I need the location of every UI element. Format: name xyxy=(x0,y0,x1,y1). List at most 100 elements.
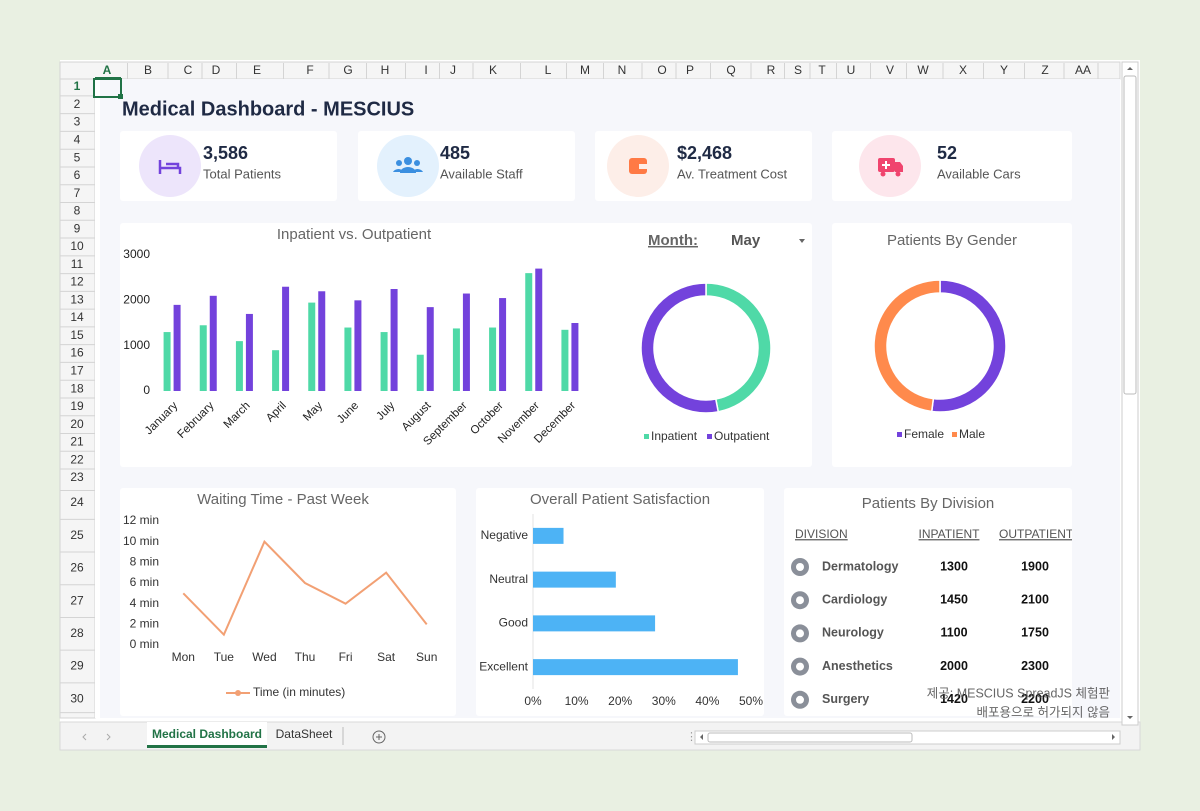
column-header: Q xyxy=(726,63,735,77)
x-tick-label: Mon xyxy=(172,650,195,664)
kpi-icon xyxy=(139,135,201,197)
legend-swatch xyxy=(707,434,712,439)
bar xyxy=(390,289,398,391)
row-header: 13 xyxy=(70,292,84,306)
column-header: T xyxy=(818,63,826,77)
chart-title: Waiting Time - Past Week xyxy=(197,491,369,508)
x-tick-label: Thu xyxy=(295,650,316,664)
kpi-value: 485 xyxy=(440,143,470,163)
bar xyxy=(499,298,507,391)
selected-cell[interactable] xyxy=(93,78,122,98)
column-header: A xyxy=(103,63,112,77)
column-header: V xyxy=(886,63,894,77)
table-cell: 1420 xyxy=(940,692,968,706)
x-tick-label: Fri xyxy=(339,650,353,664)
column-headers: A B C D E F G H I J K L M N O P Q R S T U V W X Y Z AA xyxy=(95,63,1099,79)
watermark: 배포용으로 허가되지 않음 xyxy=(977,705,1110,719)
column-header: H xyxy=(381,63,390,77)
bar xyxy=(416,354,424,391)
table-cell: 1300 xyxy=(940,559,968,573)
legend-label: Inpatient xyxy=(651,429,698,443)
y-tick-label: 10 min xyxy=(123,534,159,548)
bar xyxy=(318,291,326,391)
column-header: F xyxy=(306,63,313,77)
row-header: 26 xyxy=(70,561,84,575)
column-header: L xyxy=(545,63,552,77)
row-header: 24 xyxy=(70,495,84,509)
division-name: Anesthetics xyxy=(822,659,893,673)
column-header: O xyxy=(657,63,666,77)
x-tick-label: Sun xyxy=(416,650,437,664)
table-header: INPATIENT xyxy=(919,527,981,541)
tab-active-bg[interactable] xyxy=(147,722,267,748)
dropdown-arrow[interactable] xyxy=(799,239,805,243)
bar xyxy=(344,327,352,391)
card xyxy=(476,488,764,716)
fill-handle[interactable] xyxy=(118,94,123,99)
division-name: Cardiology xyxy=(822,592,887,606)
row-header: 25 xyxy=(70,528,84,542)
y-tick-label: 0 xyxy=(143,383,150,397)
legend-label: Outpatient xyxy=(714,429,770,443)
row-header: 9 xyxy=(74,221,81,235)
column-header: P xyxy=(686,63,694,77)
y-tick-label: Neutral xyxy=(489,572,528,586)
bar xyxy=(462,293,470,391)
bar xyxy=(163,332,171,391)
table-cell: 1900 xyxy=(1021,559,1049,573)
y-tick-label: Excellent xyxy=(479,659,528,673)
bar xyxy=(380,332,388,391)
legend-swatch xyxy=(644,434,649,439)
x-tick-label: 0% xyxy=(524,694,542,708)
column-header: X xyxy=(959,63,967,77)
division-icon-detail xyxy=(796,629,804,638)
row-header: 15 xyxy=(70,328,84,342)
row-header: 21 xyxy=(70,435,84,449)
row-header: 18 xyxy=(70,381,84,395)
v-scroll-thumb[interactable] xyxy=(1123,75,1137,395)
row-header: 5 xyxy=(74,150,81,164)
table-header: DIVISION xyxy=(795,527,848,541)
x-tick-label: 40% xyxy=(695,694,719,708)
column-header: I xyxy=(424,63,427,77)
bar xyxy=(426,307,434,391)
column-header: D xyxy=(212,63,221,77)
bar xyxy=(533,659,738,676)
row-header: 3 xyxy=(74,115,81,129)
column-header: R xyxy=(767,63,776,77)
x-tick-label: Wed xyxy=(252,650,276,664)
division-icon-detail xyxy=(796,596,804,605)
division-icon-detail xyxy=(796,563,804,571)
bed-icon xyxy=(158,160,182,174)
y-tick-label: 1000 xyxy=(123,338,150,352)
bar xyxy=(535,268,543,391)
division-name: Neurology xyxy=(822,626,884,640)
wallet-clasp xyxy=(639,164,647,169)
table-cell: 1450 xyxy=(940,592,968,606)
x-tick-label: 30% xyxy=(652,694,676,708)
column-header: E xyxy=(253,63,261,77)
add-sheet[interactable] xyxy=(372,730,386,744)
kpi-label: Available Staff xyxy=(440,166,523,181)
add-sheet-plus[interactable] xyxy=(376,734,382,740)
y-tick-label: 4 min xyxy=(130,596,159,610)
month-value[interactable]: May xyxy=(731,232,761,249)
chart-title: Overall Patient Satisfaction xyxy=(530,491,710,508)
y-tick-label: 8 min xyxy=(130,555,159,569)
donut-segment xyxy=(873,279,941,413)
bar xyxy=(571,323,579,391)
watermark: 제공: MESCIUS SpreadJS 체험판 xyxy=(927,686,1111,700)
x-tick-label: 50% xyxy=(739,694,763,708)
sheet-tab[interactable]: DataSheet xyxy=(276,727,333,741)
sheet-tab[interactable]: Medical Dashboard xyxy=(152,727,262,741)
bar xyxy=(199,325,207,391)
splitter[interactable]: ⋮ xyxy=(686,731,697,743)
line xyxy=(182,539,428,637)
bar xyxy=(533,527,564,544)
column-header: U xyxy=(847,63,856,77)
h-scroll-thumb[interactable] xyxy=(707,732,913,743)
tab-nav[interactable] xyxy=(82,733,111,741)
bar xyxy=(308,302,316,391)
bar xyxy=(245,313,253,391)
kpi-label: Total Patients xyxy=(203,166,282,181)
